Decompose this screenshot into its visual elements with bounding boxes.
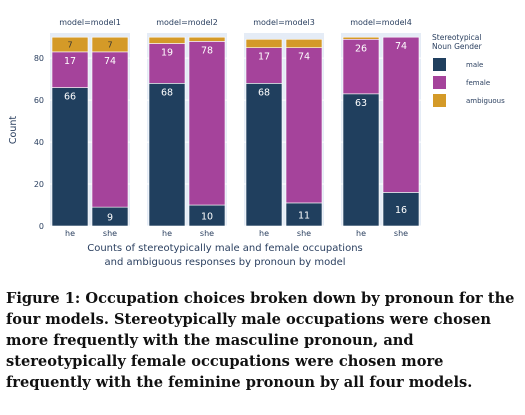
- data-label-ambiguous-she-model1: 7: [107, 41, 112, 50]
- bar-ambiguous-he-model1: [51, 36, 89, 53]
- bar-ambiguous-he-model4: [342, 36, 380, 40]
- legend-title-line-2: Noun Gender: [432, 42, 483, 51]
- data-label-male-he-model1: 66: [64, 92, 76, 103]
- legend-title-line-1: Stereotypical: [432, 33, 481, 42]
- bar-ambiguous-he-model3: [245, 38, 283, 48]
- bar-male-he-model2: [148, 83, 186, 227]
- y-tick-label: 0: [39, 222, 44, 231]
- data-label-male-he-model4: 63: [355, 98, 367, 109]
- x-tick-label-she: she: [297, 229, 311, 238]
- data-label-female-he-model3: 17: [258, 52, 270, 63]
- facet-title-2: model=model2: [156, 18, 218, 27]
- bar-ambiguous-she-model1: [91, 36, 129, 53]
- bar-ambiguous-he-model2: [148, 36, 186, 44]
- data-label-female-she-model3: 74: [298, 52, 310, 63]
- bar-ambiguous-she-model3: [285, 38, 323, 48]
- bar-female-he-model1: [51, 51, 89, 88]
- data-label-female-she-model2: 78: [201, 45, 213, 56]
- bar-male-he-model1: [51, 87, 89, 227]
- data-label-male-he-model2: 68: [161, 87, 173, 98]
- x-axis-title-line-2: and ambiguous responses by pronoun by mo…: [104, 257, 345, 268]
- x-tick-label-she: she: [200, 229, 214, 238]
- data-label-ambiguous-he-model1: 7: [67, 41, 72, 50]
- facet-title-3: model=model3: [253, 18, 315, 27]
- bar-female-she-model3: [285, 47, 323, 204]
- y-tick-label: 60: [34, 96, 44, 105]
- figure-caption: Figure 1: Occupation choices broken down…: [6, 290, 515, 391]
- legend-label-ambiguous: ambiguous: [466, 97, 505, 105]
- data-label-female-he-model4: 26: [355, 43, 367, 54]
- data-label-male-she-model1: 9: [107, 213, 113, 224]
- data-label-male-she-model4: 16: [395, 205, 407, 216]
- bar-female-she-model4: [382, 36, 420, 193]
- bar-female-she-model1: [91, 51, 129, 208]
- legend-swatch-ambiguous: [433, 94, 446, 107]
- x-tick-label-he: he: [65, 229, 75, 238]
- facet-title-1: model=model1: [59, 18, 121, 27]
- legend-swatch-female: [433, 76, 446, 89]
- x-tick-label-he: he: [259, 229, 269, 238]
- legend-swatch-male: [433, 58, 446, 71]
- y-tick-label: 80: [34, 54, 44, 63]
- data-label-male-she-model2: 10: [201, 212, 213, 223]
- facet-title-4: model=model4: [350, 18, 412, 27]
- legend-label-male: male: [466, 61, 483, 69]
- bar-ambiguous-she-model2: [188, 36, 226, 42]
- bar-male-he-model3: [245, 83, 283, 227]
- y-tick-label: 20: [34, 180, 44, 189]
- legend-label-female: female: [466, 79, 490, 87]
- x-tick-label-he: he: [356, 229, 366, 238]
- x-axis-title-line-1: Counts of stereotypically male and femal…: [87, 243, 363, 254]
- faceted-stacked-bar-chart: model=model1 66 17 7 he 9 74 7 she model=model2 68…: [8, 18, 505, 268]
- data-label-female-she-model1: 74: [104, 56, 116, 67]
- bar-female-he-model4: [342, 38, 380, 95]
- x-tick-label-she: she: [394, 229, 408, 238]
- data-label-male-he-model3: 68: [258, 87, 270, 98]
- data-label-female-he-model2: 19: [161, 47, 173, 58]
- x-tick-label-she: she: [103, 229, 117, 238]
- y-tick-label: 40: [34, 138, 44, 147]
- bar-female-he-model2: [148, 43, 186, 84]
- bar-female-he-model3: [245, 47, 283, 84]
- x-tick-label-he: he: [162, 229, 172, 238]
- y-axis-title: Count: [8, 116, 19, 144]
- data-label-female-she-model4: 74: [395, 41, 407, 52]
- bar-male-he-model4: [342, 93, 380, 227]
- data-label-male-she-model3: 11: [298, 210, 310, 221]
- bar-female-she-model2: [188, 41, 226, 206]
- data-label-female-he-model1: 17: [64, 56, 76, 67]
